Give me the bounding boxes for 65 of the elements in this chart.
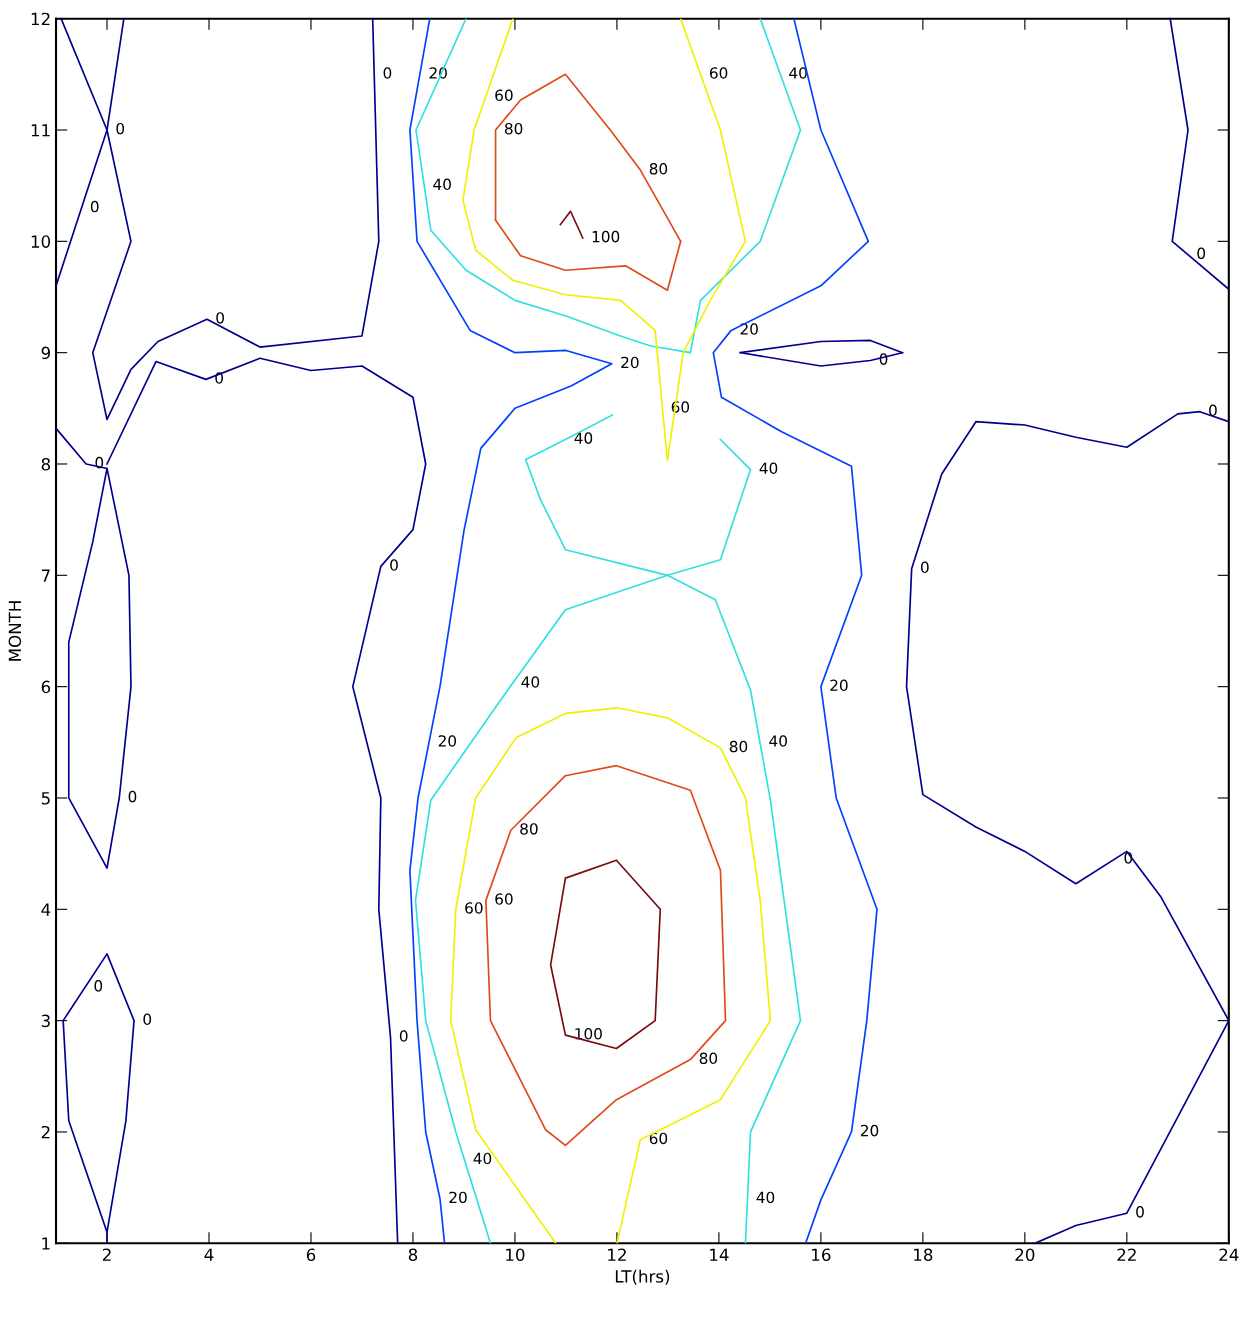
annotation: 60	[465, 902, 483, 914]
annotation: 0	[216, 312, 224, 324]
annotation: 40	[473, 1152, 492, 1165]
x-tick-label: 4	[204, 1248, 214, 1261]
x-tick-label: 12	[608, 1248, 626, 1261]
annotation: 80	[520, 823, 538, 835]
x-tick-label: 20	[1015, 1248, 1035, 1262]
y-tick-label: 3	[41, 1014, 50, 1028]
x-tick-label: 6	[306, 1248, 316, 1262]
y-tick-label: 6	[41, 680, 51, 694]
x-tick-label: 14	[710, 1248, 729, 1261]
y-tick-label: 7	[41, 569, 50, 582]
x-tick-label: 10	[506, 1248, 525, 1262]
annotation: 40	[756, 1191, 775, 1204]
x-tick-label: 8	[408, 1248, 418, 1262]
annotation: 0	[143, 1013, 152, 1026]
annotation: 0	[128, 790, 137, 803]
annotation: 80	[699, 1052, 718, 1065]
annotation: 0	[399, 1030, 408, 1042]
annotation: 40	[521, 676, 540, 688]
annotation: 20	[740, 323, 758, 335]
annotation: 0	[383, 67, 392, 79]
x-tick-label: 22	[1117, 1248, 1136, 1261]
annotation: 80	[649, 162, 668, 175]
annotation: 20	[830, 679, 848, 692]
y-tick-label: 10	[31, 235, 51, 248]
annotation: 100	[592, 230, 620, 243]
y-tick-label: 8	[41, 457, 51, 471]
annotation: 100	[575, 1027, 602, 1040]
annotation: 0	[920, 561, 929, 574]
annotation: 60	[649, 1132, 668, 1145]
x-tick-label: 18	[914, 1248, 933, 1262]
x-axis-title: LT(hrs)	[615, 1269, 670, 1285]
annotation: 80	[504, 122, 523, 135]
annotation: 60	[495, 89, 513, 102]
annotation: 0	[1197, 247, 1206, 260]
annotation: 0	[1209, 404, 1217, 417]
annotation: 0	[90, 200, 99, 213]
annotation: 20	[621, 356, 639, 369]
annotation: 0	[116, 122, 125, 135]
annotation: 60	[495, 893, 513, 905]
y-axis-title: MONTH	[8, 601, 22, 661]
x-tick-label: 24	[1219, 1248, 1239, 1261]
annotation: 80	[729, 740, 748, 753]
annotation: 60	[709, 67, 728, 79]
annotation: 40	[759, 462, 778, 474]
annotation: 0	[94, 980, 103, 992]
annotation: 40	[769, 735, 787, 747]
y-tick-label: 9	[41, 346, 50, 360]
y-tick-label: 1	[42, 1237, 50, 1250]
y-tick-label: 4	[41, 903, 51, 916]
y-tick-label: 2	[41, 1125, 50, 1139]
annotation: 40	[789, 67, 807, 79]
x-tick-label: 2	[102, 1248, 111, 1261]
y-tick-label: 12	[31, 12, 50, 26]
x-tick-label: 16	[812, 1248, 831, 1262]
annotation: 20	[860, 1124, 879, 1137]
annotation: 20	[449, 1191, 467, 1204]
annotation: 0	[1136, 1206, 1144, 1218]
annotation: 0	[390, 559, 398, 571]
annotation: 40	[433, 178, 451, 191]
annotation: 20	[438, 735, 457, 747]
annotation: 40	[574, 432, 593, 444]
y-tick-label: 11	[31, 124, 50, 137]
y-tick-label: 5	[41, 792, 50, 805]
